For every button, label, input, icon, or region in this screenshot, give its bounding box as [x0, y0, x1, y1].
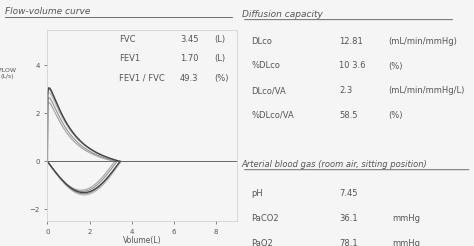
Text: DLco: DLco: [251, 37, 272, 46]
Text: FEV1: FEV1: [119, 54, 141, 63]
Text: PaCO2: PaCO2: [251, 214, 279, 223]
Text: mmHg: mmHg: [392, 239, 421, 246]
Text: Diffusion capacity: Diffusion capacity: [242, 10, 323, 19]
Text: (%): (%): [388, 62, 402, 71]
Text: (%): (%): [214, 74, 229, 83]
Text: %DLco/VA: %DLco/VA: [251, 111, 294, 120]
Text: (mL/min/mmHg): (mL/min/mmHg): [388, 37, 457, 46]
Text: Arterial blood gas (room air, sitting position): Arterial blood gas (room air, sitting po…: [242, 160, 428, 169]
Text: PaO2: PaO2: [251, 239, 273, 246]
Text: (L): (L): [214, 35, 225, 44]
Text: FEV1 / FVC: FEV1 / FVC: [119, 74, 165, 83]
Text: DLco/VA: DLco/VA: [251, 86, 286, 95]
Text: 58.5: 58.5: [339, 111, 358, 120]
Text: 7.45: 7.45: [339, 189, 358, 199]
Text: 3.45: 3.45: [180, 35, 199, 44]
Text: mmHg: mmHg: [392, 214, 421, 223]
Text: pH: pH: [251, 189, 263, 199]
Text: 12.81: 12.81: [339, 37, 363, 46]
X-axis label: Volume(L): Volume(L): [123, 236, 162, 246]
Text: %DLco: %DLco: [251, 62, 280, 71]
Text: 1.70: 1.70: [180, 54, 199, 63]
Text: FVC: FVC: [119, 35, 136, 44]
Text: 10 3.6: 10 3.6: [339, 62, 366, 71]
Text: FLOW
(L/s): FLOW (L/s): [0, 68, 17, 79]
Text: 49.3: 49.3: [180, 74, 199, 83]
Text: (L): (L): [214, 54, 225, 63]
Text: 36.1: 36.1: [339, 214, 358, 223]
Text: 2.3: 2.3: [339, 86, 353, 95]
Text: Flow-volume curve: Flow-volume curve: [5, 7, 90, 16]
Text: 78.1: 78.1: [339, 239, 358, 246]
Text: (%): (%): [388, 111, 402, 120]
Text: (mL/min/mmHg/L): (mL/min/mmHg/L): [388, 86, 465, 95]
